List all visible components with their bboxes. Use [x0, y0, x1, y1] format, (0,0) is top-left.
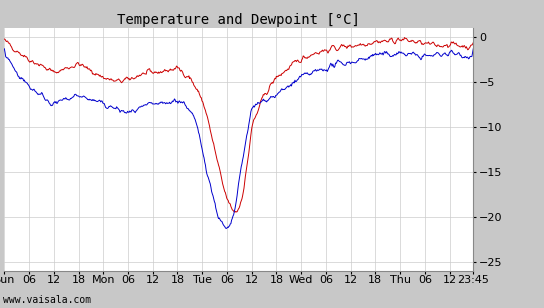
Text: www.vaisala.com: www.vaisala.com — [3, 295, 91, 305]
Title: Temperature and Dewpoint [°C]: Temperature and Dewpoint [°C] — [118, 13, 360, 26]
